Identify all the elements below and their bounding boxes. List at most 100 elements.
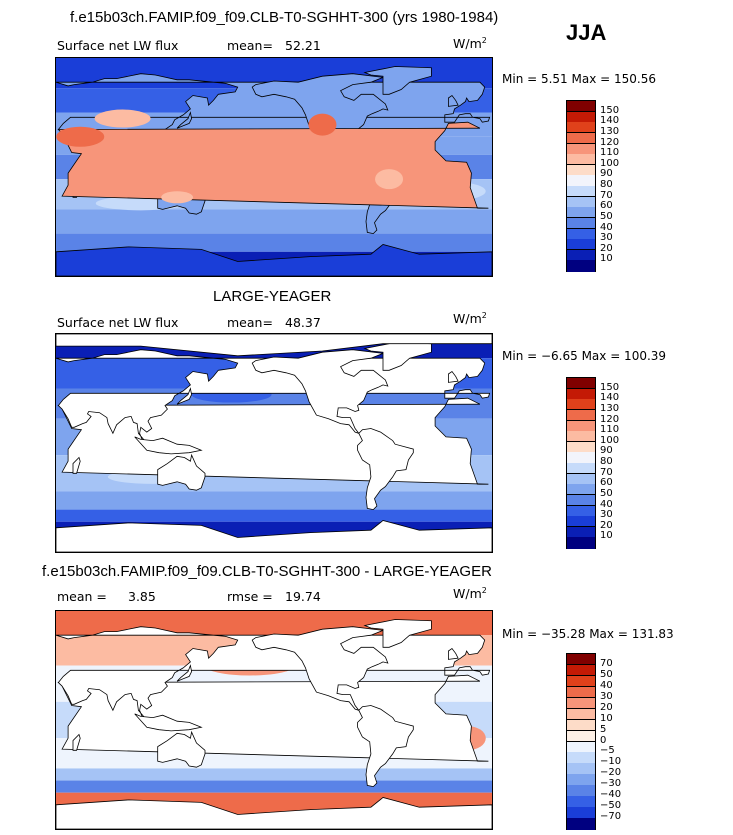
panel2-field [56,334,492,552]
field-blob [56,126,105,147]
panel3-mean-label: mean = [57,589,107,604]
colorbar-swatch [567,664,595,677]
panel1-units: W/m2 [453,36,487,52]
colorbar-swatch [567,196,595,208]
colorbar-swatch [567,785,595,797]
colorbar-tick-label: 30 [600,509,613,521]
panel3-colorbar [566,653,596,830]
colorbar-swatch [567,807,595,819]
colorbar-tick-label: 0 [600,734,607,746]
colorbar-tick-label: 100 [600,434,620,446]
colorbar-tick-label: 20 [600,519,613,531]
colorbar-swatch [567,132,595,144]
colorbar-swatch [567,686,595,699]
colorbar-swatch [567,774,595,786]
land-uk [447,647,459,660]
colorbar-tick-label: 5 [600,723,607,735]
colorbar-swatch [567,719,595,732]
panel1-mean-label: mean= [227,38,273,53]
colorbar-tick-label: 50 [600,487,613,499]
colorbar-swatch [567,494,595,506]
colorbar-swatch [567,388,595,400]
colorbar-swatch [567,175,595,187]
panel2-mean-value: 48.37 [285,315,321,330]
field-blob [308,113,337,136]
colorbar-tick-label: −40 [600,789,622,801]
land-indonesia [134,713,203,732]
panel1-mean-value: 52.21 [285,38,321,53]
colorbar-tick-label: 30 [600,690,613,702]
panel2-map [55,333,493,553]
panel3-field [56,611,492,829]
colorbar-swatch [567,452,595,464]
land-greenland [363,619,432,648]
field-band [56,491,492,510]
panel3-units: W/m2 [453,586,487,602]
colorbar-tick-label: 80 [600,456,613,467]
colorbar-tick-label: 150 [600,104,620,116]
colorbar-tick-label: 40 [600,221,613,233]
panel1-map [55,57,493,277]
land-greenland [363,66,432,95]
land-japan [176,387,193,405]
colorbar-swatch [567,143,595,155]
colorbar-swatch [567,675,595,688]
colorbar-swatch [567,239,595,251]
colorbar-tick-label: 50 [600,210,613,222]
field-blob [161,191,194,204]
colorbar-swatch [567,697,595,710]
colorbar-tick-label: −10 [600,756,622,768]
colorbar-swatch [567,708,595,721]
colorbar-tick-label: 100 [600,157,620,169]
colorbar-swatch [567,505,595,517]
colorbar-tick-label: 140 [600,115,620,127]
colorbar-swatch [567,484,595,496]
land-arctic [56,334,492,357]
field-band [56,780,492,793]
colorbar-tick-label: 50 [600,668,613,680]
colorbar-tick-label: 90 [600,168,613,180]
land-antarctica [56,797,492,829]
colorbar-swatch [567,101,595,113]
colorbar-tick-label: 120 [600,136,620,148]
colorbar-swatch [567,441,595,453]
colorbar-swatch [567,730,595,742]
colorbar-swatch [567,260,595,272]
panel1-variable: Surface net LW flux [57,38,179,53]
colorbar-tick-label: 80 [600,179,613,190]
colorbar-tick-label: 20 [600,242,613,254]
colorbar-tick-label: 140 [600,392,620,404]
panel1-colorbar [566,100,596,272]
colorbar-swatch [567,763,595,775]
colorbar-swatch [567,217,595,229]
field-band [56,768,492,781]
land-japan [176,111,193,129]
colorbar-tick-label: 70 [600,657,613,669]
panel2-mean-label: mean= [227,315,273,330]
panel2-units: W/m2 [453,311,487,327]
colorbar-swatch [567,228,595,240]
colorbar-swatch [567,111,595,123]
colorbar-tick-label: −20 [600,767,622,779]
colorbar-tick-label: 110 [600,147,620,159]
colorbar-tick-label: 70 [600,189,613,201]
field-blob [375,169,404,190]
land-namerica [251,349,389,435]
land-uk [447,370,459,383]
colorbar-tick-label: 150 [600,381,620,393]
colorbar-swatch [567,249,595,261]
colorbar-tick-label: 120 [600,413,620,425]
land-indonesia [134,436,203,455]
colorbar-swatch [567,122,595,134]
land-eurasia [56,349,491,443]
colorbar-swatch [567,537,595,549]
colorbar-swatch [567,741,595,753]
colorbar-tick-label: 10 [600,712,613,724]
land-namerica [251,626,389,712]
colorbar-swatch [567,431,595,443]
land-africa [57,121,489,209]
season-label: JJA [566,20,607,45]
land-australia [157,730,206,768]
panel1-title: f.e15b03ch.FAMIP.f09_f09.CLB-T0-SGHHT-30… [70,9,499,26]
colorbar-swatch [567,154,595,166]
